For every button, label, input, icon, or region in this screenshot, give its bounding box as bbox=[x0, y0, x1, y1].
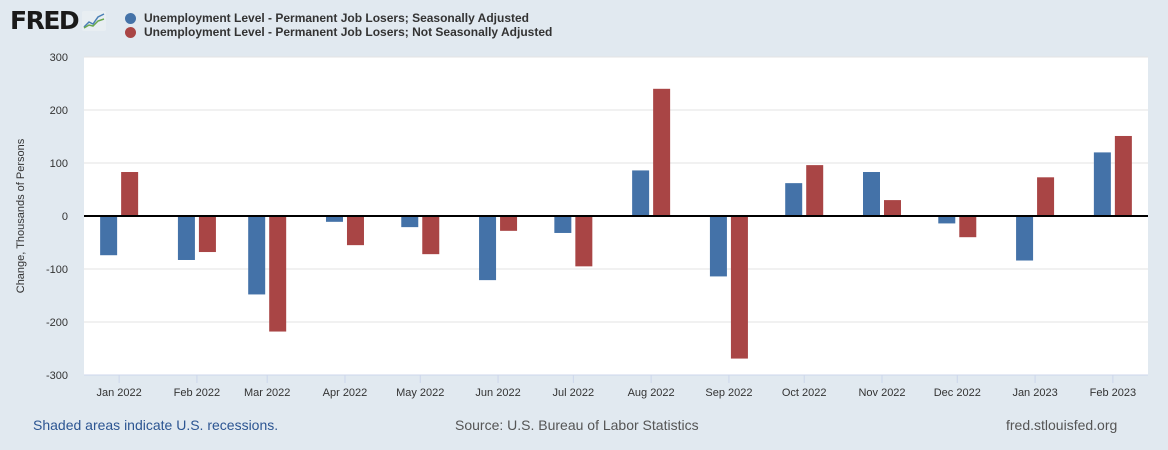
legend-label-sa: Unemployment Level - Permanent Job Loser… bbox=[144, 11, 529, 25]
bar-not-seasonally-adjusted[interactable] bbox=[269, 216, 287, 332]
y-axis-label: Change, Thousands of Persons bbox=[15, 138, 27, 293]
bar-not-seasonally-adjusted[interactable] bbox=[653, 88, 671, 216]
bar-seasonally-adjusted[interactable] bbox=[785, 183, 803, 216]
x-tick-label: Jul 2022 bbox=[553, 387, 595, 399]
y-tick-label: -100 bbox=[46, 264, 68, 276]
bar-not-seasonally-adjusted[interactable] bbox=[1114, 135, 1132, 216]
legend-label-nsa: Unemployment Level - Permanent Job Loser… bbox=[144, 25, 553, 39]
x-tick-label: May 2022 bbox=[396, 387, 444, 399]
x-tick-label: Dec 2022 bbox=[934, 387, 981, 399]
bar-not-seasonally-adjusted[interactable] bbox=[422, 216, 440, 255]
y-tick-label: 200 bbox=[50, 105, 68, 117]
legend-marker-nsa bbox=[125, 26, 136, 38]
bar-not-seasonally-adjusted[interactable] bbox=[884, 200, 901, 216]
x-tick-label: Mar 2022 bbox=[244, 387, 290, 399]
y-tick-label: 0 bbox=[62, 211, 68, 223]
y-tick-label: 300 bbox=[50, 52, 68, 64]
bar-seasonally-adjusted[interactable] bbox=[938, 216, 956, 224]
bar-not-seasonally-adjusted[interactable] bbox=[500, 216, 518, 231]
y-tick-label: -300 bbox=[46, 370, 68, 382]
x-tick-label: Aug 2022 bbox=[628, 387, 675, 399]
bar-not-seasonally-adjusted[interactable] bbox=[1037, 177, 1055, 216]
fred-logo-text: FRED bbox=[10, 6, 80, 35]
x-tick-label: Jan 2022 bbox=[96, 387, 141, 399]
bar-seasonally-adjusted[interactable] bbox=[1016, 216, 1034, 261]
x-tick-label: Feb 2023 bbox=[1090, 387, 1136, 399]
fred-logo[interactable]: FRED bbox=[10, 6, 107, 35]
bar-not-seasonally-adjusted[interactable] bbox=[198, 216, 216, 253]
bar-chart: 300 200 100 0 -100 -200 -300 Jan 2022 Feb 2022 M… bbox=[15, 52, 1148, 399]
x-tick-label: Jan 2023 bbox=[1012, 387, 1057, 399]
bar-not-seasonally-adjusted[interactable] bbox=[346, 216, 364, 246]
y-tick-label: -200 bbox=[46, 317, 68, 329]
bar-seasonally-adjusted[interactable] bbox=[325, 216, 343, 222]
x-tick-label: Feb 2022 bbox=[174, 387, 220, 399]
bar-seasonally-adjusted[interactable] bbox=[401, 216, 419, 228]
fred-site-link[interactable]: fred.stlouisfed.org bbox=[1006, 417, 1118, 433]
bar-seasonally-adjusted[interactable] bbox=[177, 216, 195, 260]
bar-not-seasonally-adjusted[interactable] bbox=[959, 216, 977, 238]
legend-item-sa[interactable]: Unemployment Level - Permanent Job Loser… bbox=[125, 11, 552, 25]
y-tick-label: 100 bbox=[50, 158, 68, 170]
x-tick-label: Jun 2022 bbox=[475, 387, 520, 399]
legend-item-nsa[interactable]: Unemployment Level - Permanent Job Loser… bbox=[125, 25, 552, 39]
legend: Unemployment Level - Permanent Job Loser… bbox=[125, 11, 552, 39]
bar-not-seasonally-adjusted[interactable] bbox=[730, 216, 748, 359]
bar-seasonally-adjusted[interactable] bbox=[100, 216, 118, 256]
legend-marker-sa bbox=[125, 12, 136, 24]
source-note: Source: U.S. Bureau of Labor Statistics bbox=[455, 417, 699, 433]
bar-seasonally-adjusted[interactable] bbox=[248, 216, 266, 295]
bar-seasonally-adjusted[interactable] bbox=[863, 172, 880, 216]
bar-not-seasonally-adjusted[interactable] bbox=[121, 172, 139, 216]
x-tick-label: Sep 2022 bbox=[705, 387, 752, 399]
x-tick-label: Nov 2022 bbox=[858, 387, 905, 399]
recessions-note-link[interactable]: Shaded areas indicate U.S. recessions. bbox=[33, 417, 279, 433]
bar-seasonally-adjusted[interactable] bbox=[709, 216, 727, 277]
x-tick-label: Oct 2022 bbox=[782, 387, 827, 399]
bar-not-seasonally-adjusted[interactable] bbox=[575, 216, 593, 267]
bar-seasonally-adjusted[interactable] bbox=[554, 216, 572, 233]
bar-seasonally-adjusted[interactable] bbox=[479, 216, 497, 281]
x-tick-label: Apr 2022 bbox=[323, 387, 368, 399]
line-chart-icon bbox=[82, 10, 107, 31]
bar-not-seasonally-adjusted[interactable] bbox=[806, 165, 824, 216]
bar-seasonally-adjusted[interactable] bbox=[1093, 152, 1111, 216]
bar-seasonally-adjusted[interactable] bbox=[632, 170, 650, 216]
